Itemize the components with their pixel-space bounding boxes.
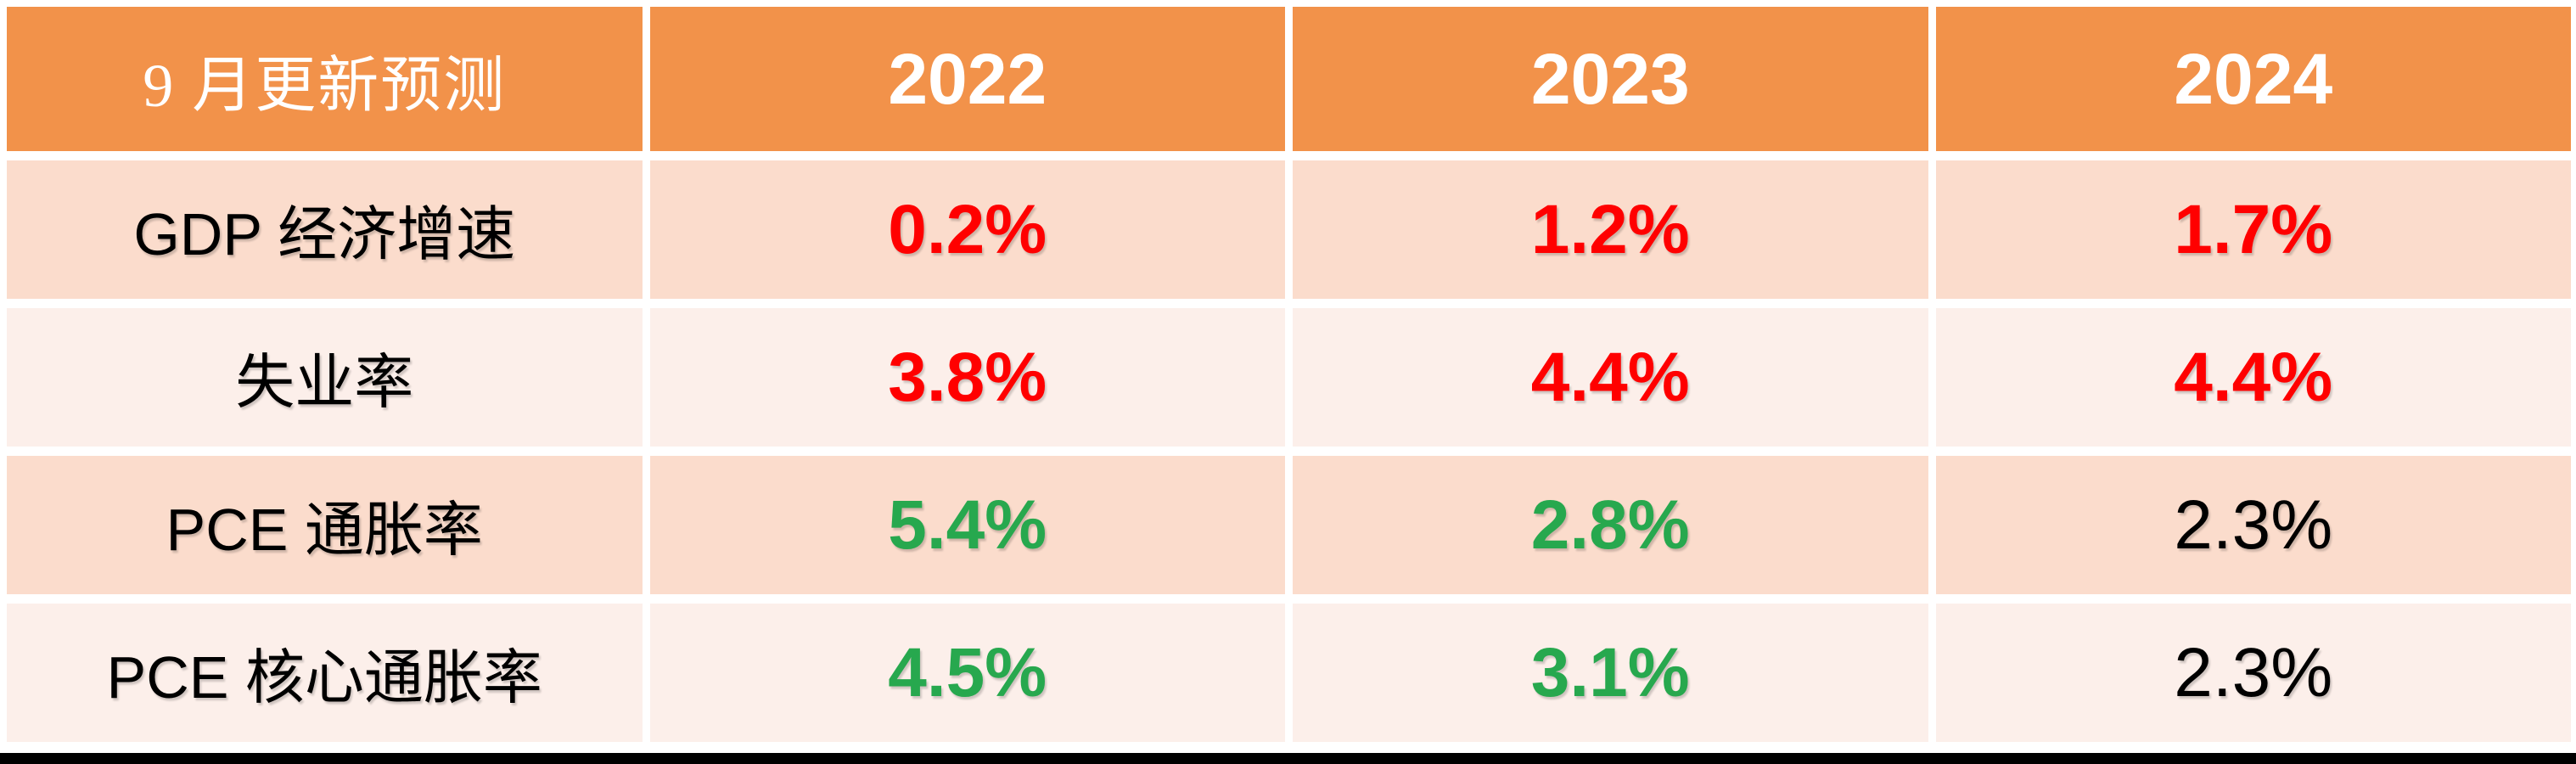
header-cell-year-2023: 2023: [1293, 7, 1928, 151]
value-gdp-2024: 1.7%: [1935, 160, 2571, 299]
value-pce-core-2024: 2.3%: [1935, 604, 2571, 742]
value-unemployment-2024: 4.4%: [1935, 308, 2571, 447]
row-label-unemployment: 失业率: [7, 308, 643, 447]
value-pce-core-2023: 3.1%: [1293, 604, 1928, 742]
header-cell-year-2024: 2024: [1935, 7, 2571, 151]
forecast-table: 9 月更新预测 2022 2023 2024 GDP 经济增速 0.2% 1.2…: [7, 7, 2571, 742]
row-label-pce-inflation: PCE 通胀率: [7, 456, 643, 594]
header-cell-title: 9 月更新预测: [7, 7, 643, 151]
value-gdp-2022: 0.2%: [649, 160, 1285, 299]
header-cell-year-2022: 2022: [649, 7, 1285, 151]
value-pce-inflation-2022: 5.4%: [649, 456, 1285, 594]
row-label-gdp-growth: GDP 经济增速: [7, 160, 643, 299]
bottom-black-bar: [0, 753, 2576, 764]
value-pce-inflation-2024: 2.3%: [1935, 456, 2571, 594]
value-pce-inflation-2023: 2.8%: [1293, 456, 1928, 594]
value-unemployment-2023: 4.4%: [1293, 308, 1928, 447]
value-unemployment-2022: 3.8%: [649, 308, 1285, 447]
row-label-pce-core-inflation: PCE 核心通胀率: [7, 604, 643, 742]
value-pce-core-2022: 4.5%: [649, 604, 1285, 742]
value-gdp-2023: 1.2%: [1293, 160, 1928, 299]
